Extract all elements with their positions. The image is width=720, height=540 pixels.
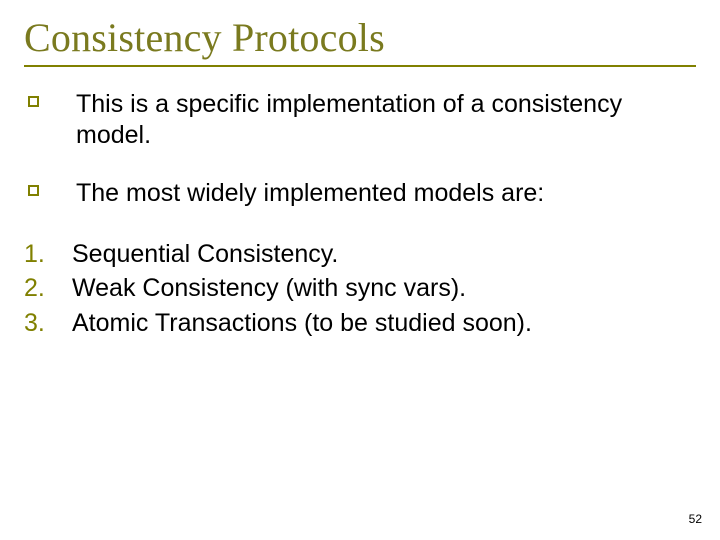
page-number: 52 xyxy=(689,512,702,526)
square-bullet-icon xyxy=(24,178,76,196)
number-marker: 3. xyxy=(24,308,72,339)
numbered-item: 1. Sequential Consistency. xyxy=(24,239,696,270)
square-bullet-icon xyxy=(24,89,76,107)
bullet-item: This is a specific implementation of a c… xyxy=(24,89,696,150)
numbered-text: Weak Consistency (with sync vars). xyxy=(72,273,696,304)
slide: Consistency Protocols This is a specific… xyxy=(0,0,720,540)
bullet-text: This is a specific implementation of a c… xyxy=(76,89,696,150)
slide-body: This is a specific implementation of a c… xyxy=(24,89,696,338)
bullet-item: The most widely implemented models are: xyxy=(24,178,696,209)
title-underline xyxy=(24,65,696,67)
numbered-text: Sequential Consistency. xyxy=(72,239,696,270)
slide-title: Consistency Protocols xyxy=(24,14,696,61)
numbered-item: 3. Atomic Transactions (to be studied so… xyxy=(24,308,696,339)
numbered-text: Atomic Transactions (to be studied soon)… xyxy=(72,308,696,339)
number-marker: 1. xyxy=(24,239,72,270)
number-marker: 2. xyxy=(24,273,72,304)
numbered-item: 2. Weak Consistency (with sync vars). xyxy=(24,273,696,304)
bullet-text: The most widely implemented models are: xyxy=(76,178,696,209)
